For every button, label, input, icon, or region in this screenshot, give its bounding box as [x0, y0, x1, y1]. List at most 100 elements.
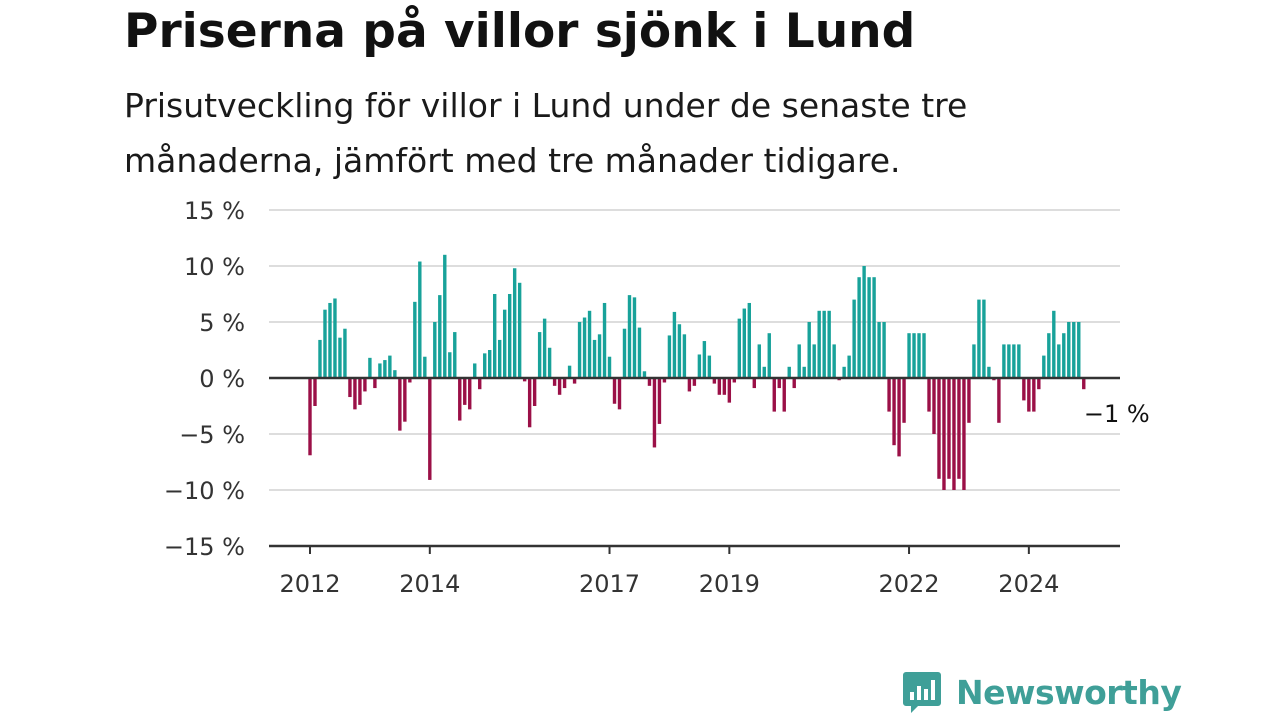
bar [947, 378, 951, 479]
bar [677, 324, 682, 378]
bar [802, 366, 806, 378]
bar [797, 344, 801, 378]
tick-labels: 15 % 10 % 5 % 0 % −5 % −10 % −15 % 2012 2014 2017… [164, 197, 1150, 598]
bar [962, 378, 966, 490]
bar [662, 378, 667, 383]
bar [702, 341, 707, 378]
bar [393, 370, 397, 378]
x-tick-label: 2019 [699, 570, 760, 598]
bar [488, 350, 492, 378]
bar [308, 378, 312, 456]
bar [607, 356, 612, 378]
bar [747, 302, 751, 378]
bar [712, 378, 717, 384]
bar [592, 339, 597, 378]
bar [737, 318, 742, 378]
bar-chart-icon [903, 672, 941, 713]
x-tick-label: 2017 [579, 570, 640, 598]
bar [1047, 333, 1051, 378]
y-tick-label: −15 % [164, 533, 245, 561]
x-tick-label: 2024 [998, 570, 1059, 598]
bar [423, 356, 427, 378]
bar [682, 334, 687, 378]
bar [403, 378, 407, 422]
bar [1007, 344, 1011, 378]
bar [1037, 378, 1041, 390]
bar [1032, 378, 1036, 412]
bar [483, 353, 487, 378]
bar [847, 355, 851, 378]
gridlines [269, 209, 1120, 491]
bar [468, 378, 472, 410]
bar [772, 378, 776, 412]
bar [522, 378, 527, 382]
bar [1067, 322, 1071, 378]
bar [398, 378, 402, 431]
bar [612, 378, 617, 404]
bar [882, 322, 886, 378]
bar [313, 378, 317, 406]
bar [333, 298, 337, 378]
bar [428, 378, 432, 480]
bar [547, 347, 552, 378]
bar [438, 295, 442, 378]
bar [507, 294, 512, 378]
bar [557, 378, 562, 395]
bar [418, 261, 422, 378]
bar [1012, 344, 1016, 378]
bar [463, 378, 467, 405]
x-tick-label: 2012 [279, 570, 340, 598]
bar [647, 378, 652, 386]
bar [892, 378, 896, 446]
bar [782, 378, 786, 412]
bar [448, 352, 452, 378]
bar [512, 268, 517, 378]
bar [957, 378, 961, 479]
bar [338, 337, 342, 378]
bar [857, 277, 861, 378]
bar [363, 378, 367, 392]
bar [348, 378, 352, 398]
bar [752, 378, 756, 389]
chart-subtitle: Prisutveckling för villor i Lund under d… [124, 86, 968, 180]
bar [358, 378, 362, 405]
bar [912, 333, 916, 378]
bar [343, 328, 347, 378]
bar [827, 310, 831, 378]
newsworthy-logo: Newsworthy [902, 670, 1182, 714]
bar [897, 378, 901, 457]
bar [388, 355, 392, 378]
bar [502, 309, 507, 378]
bar [902, 378, 906, 423]
end-value-label: −1 % [1084, 400, 1150, 428]
bar [328, 302, 332, 378]
bar [937, 378, 941, 479]
bar [1002, 344, 1006, 378]
bar [1052, 310, 1056, 378]
bar [842, 366, 846, 378]
bar [368, 357, 372, 378]
brand-name: Newsworthy [956, 672, 1182, 712]
bar [997, 378, 1001, 423]
bar [562, 378, 567, 389]
bar [577, 322, 582, 378]
bar [542, 318, 547, 378]
bar [493, 294, 497, 378]
bar [1072, 322, 1076, 378]
axes [269, 376, 1120, 554]
bar [792, 378, 796, 389]
bar [887, 378, 891, 412]
bar [378, 363, 382, 378]
bar [453, 332, 457, 378]
bar [722, 378, 727, 395]
bar [762, 366, 766, 378]
bar [987, 366, 991, 378]
bar [642, 371, 647, 378]
bar [353, 378, 357, 410]
bar [498, 339, 502, 378]
bar [832, 344, 836, 378]
bar [1082, 378, 1086, 390]
bar [537, 332, 542, 378]
bar [1022, 378, 1026, 401]
